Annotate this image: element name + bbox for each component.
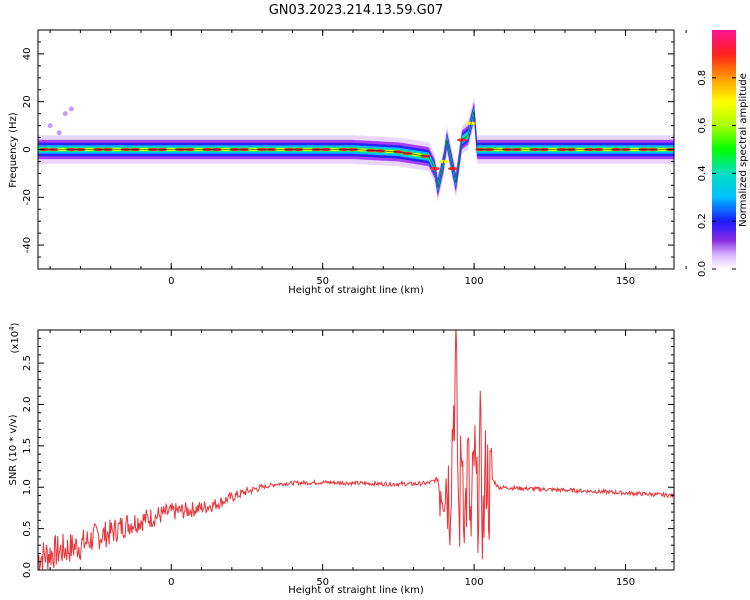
- snr-ytick-label: 2.5: [22, 355, 33, 371]
- snr-ytick-label: 2.0: [22, 397, 33, 413]
- spectrogram-xtick-label: 150: [616, 276, 635, 287]
- spectrogram-ytick-label: 40: [22, 48, 33, 61]
- spectrogram-xtick-label: 0: [168, 276, 174, 287]
- heat-stray-blob: [47, 123, 53, 129]
- snr-xlabel: Height of straight line (km): [288, 585, 424, 596]
- colorbar-tick-label: 0.8: [697, 70, 708, 86]
- spectrogram-ytick-label: 0: [22, 146, 33, 152]
- heat-stray-blob: [68, 106, 74, 112]
- spectrogram-ytick-label: -40: [22, 237, 33, 253]
- heat-stray-blob: [56, 130, 62, 136]
- spectrogram-ytick-label: -20: [22, 189, 33, 205]
- snr-line-layer: [38, 330, 674, 570]
- snr-ticks: 0 50 100 150 0.0 0.5 1.0 1.5 2.0 2.5: [22, 330, 674, 588]
- spectrogram-heatmap: [38, 96, 674, 203]
- spectrogram-xlabel: Height of straight line (km): [288, 285, 424, 296]
- spectrogram-ylabel: Frequency (Hz): [8, 112, 19, 188]
- snr-ytick-label: 1.5: [22, 438, 33, 454]
- snr-xtick-label: 150: [616, 577, 635, 588]
- snr-ylabel: SNR (10 * v/v): [8, 414, 19, 485]
- snr-ytick-label: 0.5: [22, 521, 33, 537]
- heat-stray-blob: [62, 111, 68, 117]
- spectrogram-ticks: 0 50 100 150 40 20 0 -20 -40: [22, 29, 687, 287]
- heat-ridge-line: [38, 111, 674, 188]
- snr-plot-area: [38, 330, 674, 570]
- colorbar-label: Normalized spectral amplitude: [738, 73, 749, 227]
- snr-xtick-label: 100: [465, 577, 484, 588]
- spectrogram-ytick-label: 20: [22, 95, 33, 108]
- colorbar-tick-label: 0.0: [697, 261, 708, 277]
- snr-xtick-label: 0: [168, 577, 174, 588]
- colorbar-tick-label: 0.2: [697, 213, 708, 229]
- spectrogram-panel: 0 50 100 150 40 20 0 -20 -40 Height of straight …: [8, 29, 687, 296]
- snr-line: [38, 330, 674, 570]
- snr-frame: [37, 329, 675, 571]
- snr-panel: 0 50 100 150 0.0 0.5 1.0 1.5 2.0 2.5 Height of st…: [8, 322, 675, 596]
- snr-multiplier: (x104): [8, 322, 21, 353]
- snr-ytick-label: 0.0: [22, 562, 33, 578]
- snr-xtick-label: 50: [316, 577, 329, 588]
- colorbar-tick-label: 0.4: [697, 165, 708, 181]
- figure-title: GN03.2023.214.13.59.G07: [269, 3, 444, 18]
- spectrogram-xtick-label: 100: [465, 276, 484, 287]
- colorbar-ticks: 0.0 0.2 0.4 0.6 0.8: [697, 70, 736, 277]
- spectrogram-xtick-label: 50: [316, 276, 329, 287]
- snr-ytick-label: 1.0: [22, 479, 33, 495]
- colorbar-gradient: [712, 30, 736, 269]
- colorbar: 0.0 0.2 0.4 0.6 0.8 Normalized spectral ampl…: [697, 30, 749, 277]
- colorbar-tick-label: 0.6: [697, 118, 708, 134]
